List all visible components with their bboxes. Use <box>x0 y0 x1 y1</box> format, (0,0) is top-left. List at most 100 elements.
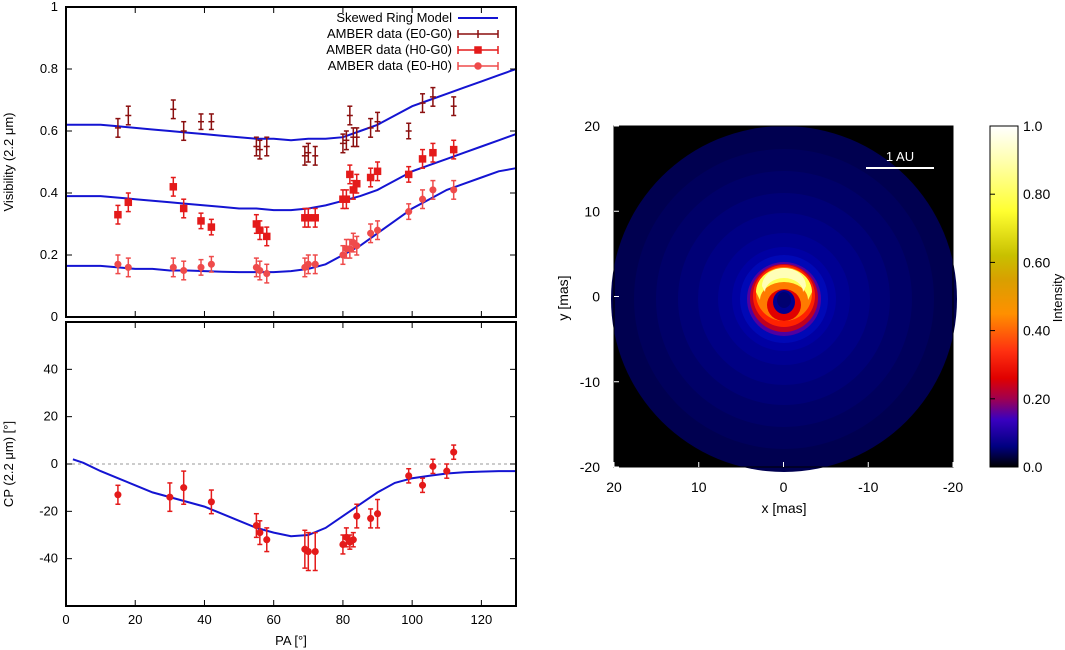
intensity-map-x-tick-label: -10 <box>858 479 878 495</box>
intensity-map-x-ticks: 20 10 0 -10 -20 <box>606 462 963 495</box>
intensity-map-x-tick-label: -20 <box>943 479 963 495</box>
data-point-e0h0 <box>180 260 188 281</box>
visibility-y-label: Visibility (2.2 μm) <box>1 113 16 212</box>
visibility-y-tick-label: 0.2 <box>40 247 58 262</box>
data-point-e0g0 <box>170 99 177 120</box>
data-point-h0g0 <box>311 207 319 228</box>
data-point-e0g0 <box>339 133 346 154</box>
visibility-y-tick-label: 0.6 <box>40 123 58 138</box>
closure-phase-y-tick-label: 40 <box>44 361 58 376</box>
data-point-h0g0 <box>342 189 351 210</box>
data-point-e0g0 <box>208 113 215 131</box>
visibility-panel: 0 0.2 0.4 0.6 0.8 1 Visibility (2.2 μm) Skewe… <box>1 0 517 324</box>
data-point-e0g0 <box>343 130 350 151</box>
closure-phase-y-ticks: -40 -20 0 20 40 <box>39 361 516 566</box>
legend: Skewed Ring Model AMBER data (E0-G0) AMB… <box>326 10 499 73</box>
data-point-e0g0 <box>263 136 270 157</box>
closure-phase-point <box>311 531 319 572</box>
data-point-h0g0 <box>353 173 361 194</box>
data-point-e0h0 <box>373 220 382 241</box>
colorbar-tick-label: 0.60 <box>1023 254 1050 270</box>
data-point-h0g0 <box>373 161 382 182</box>
data-point-e0h0 <box>263 263 271 284</box>
closure-phase-point <box>342 527 350 548</box>
data-point-h0g0 <box>124 192 133 213</box>
data-point-e0g0 <box>450 96 457 117</box>
closure-phase-y-tick-label: -20 <box>39 503 58 518</box>
intensity-map-x-tick-label: 20 <box>606 479 622 495</box>
data-point-e0g0 <box>405 122 412 140</box>
data-point-e0g0 <box>256 139 263 160</box>
legend-h0g0-marker <box>457 46 499 54</box>
data-point-h0g0 <box>304 207 313 228</box>
closure-phase-point <box>346 534 354 550</box>
data-point-e0h0 <box>418 189 427 210</box>
closure-phase-point <box>339 534 347 555</box>
intensity-map-y-label: y [mas] <box>555 275 571 320</box>
data-point-e0g0 <box>180 120 187 142</box>
intensity-map-y-tick-label: -10 <box>580 374 600 390</box>
data-point-e0g0 <box>353 127 360 148</box>
intensity-map-y-tick-label: 20 <box>584 118 600 134</box>
data-point-e0h0 <box>197 258 205 276</box>
data-point-h0g0 <box>169 176 178 197</box>
intensity-map-y-tick-label: 0 <box>592 289 600 305</box>
pa-x-tick-label: 0 <box>62 612 69 627</box>
closure-phase-y-tick-label: 0 <box>51 456 58 471</box>
intensity-map-image <box>611 126 957 472</box>
data-point-h0g0 <box>429 142 437 163</box>
closure-phase-point <box>373 498 382 529</box>
data-point-e0g0 <box>312 145 319 166</box>
closure-phase-point <box>180 470 188 505</box>
closure-phase-y-tick-label: 20 <box>44 409 58 424</box>
closure-phase-point <box>367 508 375 529</box>
visibility-y-tick-label: 0.8 <box>40 61 58 76</box>
data-point-e0h0 <box>311 254 319 275</box>
legend-label-h0g0: AMBER data (H0-G0) <box>326 42 452 57</box>
colorbar-tick-label: 0.80 <box>1023 186 1050 202</box>
data-point-e0h0 <box>353 235 361 256</box>
pa-x-tick-label: 80 <box>336 612 350 627</box>
closure-phase-data-points <box>114 444 458 572</box>
colorbar <box>989 125 1019 468</box>
pa-x-label: PA [°] <box>275 633 307 648</box>
intensity-map-x-label: x [mas] <box>761 500 806 516</box>
closure-phase-model-curve <box>72 458 516 538</box>
closure-phase-point <box>256 520 264 546</box>
visibility-model-curve-2 <box>66 167 517 274</box>
colorbar-tick-label: 0.0 <box>1023 459 1043 475</box>
visibility-model-curve-0 <box>66 68 517 142</box>
data-point-e0h0 <box>429 179 437 200</box>
data-point-e0h0 <box>304 254 312 275</box>
legend-label-e0g0: AMBER data (E0-G0) <box>327 26 452 41</box>
pa-x-tick-label: 60 <box>266 612 280 627</box>
data-point-e0h0 <box>114 254 122 275</box>
data-point-h0g0 <box>366 167 375 188</box>
data-point-e0g0 <box>367 117 374 138</box>
data-point-e0g0 <box>419 93 426 114</box>
pa-x-tick-label: 100 <box>401 612 423 627</box>
visibility-plot-frame <box>65 6 517 318</box>
legend-e0g0-marker <box>457 30 499 38</box>
data-point-e0h0 <box>124 257 132 278</box>
data-point-e0g0 <box>374 111 381 132</box>
visibility-y-tick-label: 0.4 <box>40 185 58 200</box>
data-point-e0g0 <box>114 117 121 138</box>
data-point-h0g0 <box>179 198 188 219</box>
pa-x-tick-label: 20 <box>128 612 142 627</box>
visibility-model-curve-1 <box>66 133 517 212</box>
intensity-map-x-tick-label: 0 <box>780 479 788 495</box>
scale-bar-label: 1 AU <box>886 149 914 164</box>
data-point-e0h0 <box>367 223 375 244</box>
data-point-h0g0 <box>404 165 413 183</box>
data-point-e0h0 <box>405 203 413 221</box>
data-point-e0g0 <box>429 86 436 107</box>
data-point-e0h0 <box>256 260 264 281</box>
data-point-e0g0 <box>346 105 353 126</box>
closure-phase-y-label: CP (2.2 μm) [°] <box>1 421 16 507</box>
visibility-y-tick-label: 1 <box>51 0 58 14</box>
legend-e0h0-marker <box>457 62 499 70</box>
intensity-map-y-ticks: 20 10 0 -10 -20 <box>580 118 619 475</box>
data-point-e0g0 <box>125 105 132 126</box>
